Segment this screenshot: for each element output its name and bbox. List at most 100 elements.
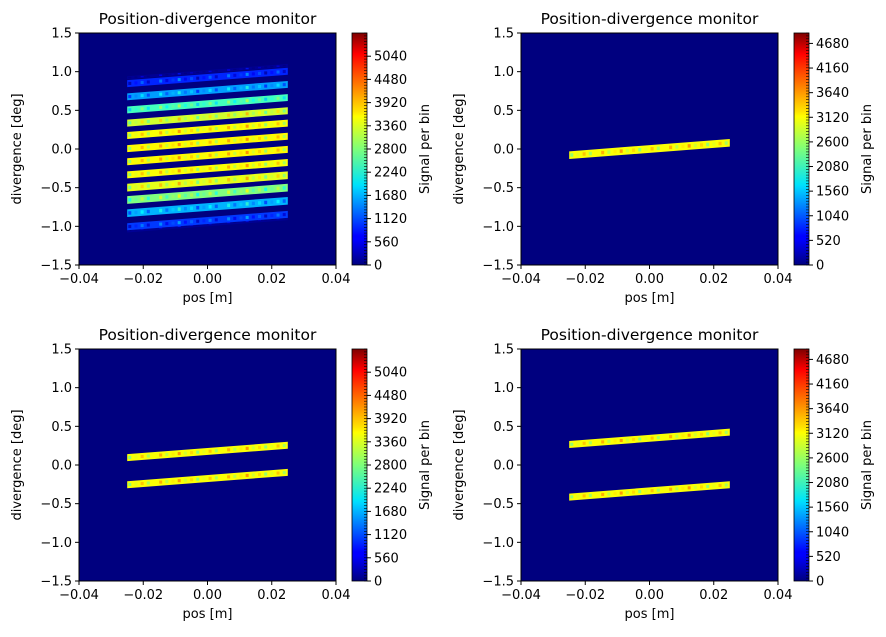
band-speckle <box>165 92 169 96</box>
colorbar-tick-label: 3640 <box>816 86 849 101</box>
band-speckle <box>177 479 181 483</box>
band-speckle <box>233 165 237 169</box>
band-speckle <box>233 177 237 182</box>
band-speckle <box>582 494 586 498</box>
band-speckle <box>227 178 231 182</box>
band-speckle <box>270 65 274 68</box>
band-speckle <box>183 117 187 121</box>
band-speckle <box>208 476 212 480</box>
band-speckle <box>613 439 617 443</box>
band-speckle <box>146 184 150 188</box>
band-speckle <box>183 103 187 107</box>
x-tick-label: −0.04 <box>59 272 99 287</box>
band-speckle <box>576 442 580 446</box>
band-speckle <box>625 438 629 442</box>
band-speckle <box>276 96 280 100</box>
band-speckle <box>214 218 218 222</box>
band-speckle <box>239 177 243 181</box>
band-speckle <box>270 70 274 75</box>
colorbar-tick-label: 4480 <box>374 389 407 404</box>
chart-title: Position-divergence monitor <box>99 10 317 28</box>
chart-title: Position-divergence monitor <box>99 326 317 344</box>
band-speckle <box>632 490 636 494</box>
band-speckle <box>208 140 212 144</box>
band-speckle <box>183 220 187 224</box>
band-speckle <box>276 65 280 67</box>
colorbar-tick-label: 3120 <box>816 111 849 126</box>
band-speckle <box>183 142 187 146</box>
band-speckle <box>220 165 224 170</box>
y-tick-label: −1.0 <box>40 220 72 235</box>
colorbar: 5040 4480 3920 3360 2800 2240 1680 1120 560 0 Sign… <box>351 32 433 274</box>
x-tick-label: 0.00 <box>193 588 222 603</box>
band-speckle <box>220 152 224 156</box>
band-speckle <box>282 134 286 139</box>
y-tick-label: 1.0 <box>51 65 72 80</box>
y-tick-label: 1.5 <box>493 343 514 358</box>
band-speckle <box>214 88 218 92</box>
band-speckle <box>159 453 163 457</box>
band-speckle <box>270 110 274 114</box>
band-speckle <box>245 150 249 155</box>
band-speckle <box>140 454 144 459</box>
band-speckle <box>202 76 206 80</box>
band-speckle <box>258 163 262 167</box>
band-speckle <box>128 211 132 215</box>
band-speckle <box>140 75 144 78</box>
colorbar-tick-label: 520 <box>816 234 841 249</box>
band-speckle <box>282 83 286 87</box>
band-speckle <box>140 145 144 149</box>
band-speckle <box>258 123 262 127</box>
band-speckle <box>165 480 169 484</box>
band-speckle <box>239 216 243 220</box>
band-speckle <box>214 75 218 79</box>
band-speckle <box>183 129 187 133</box>
y-tick-label: −1.0 <box>482 536 514 551</box>
band-speckle <box>245 72 249 76</box>
band-speckle <box>264 200 268 205</box>
y-axis-label: divergence [deg] <box>10 409 25 520</box>
band-speckle <box>227 113 231 117</box>
band-speckle <box>276 186 280 191</box>
band-speckle <box>276 161 280 165</box>
band-speckle <box>644 436 648 441</box>
band-speckle <box>282 161 286 165</box>
band-speckle <box>233 125 237 129</box>
y-tick-label: −0.5 <box>482 497 514 512</box>
band-speckle <box>165 195 169 199</box>
band-speckle <box>594 493 598 497</box>
band-speckle <box>264 175 268 179</box>
band-speckle <box>724 141 728 145</box>
band-speckle <box>159 195 163 200</box>
band-speckle <box>202 205 206 209</box>
x-tick-label: 0.02 <box>699 272 728 287</box>
band-speckle <box>159 92 163 96</box>
colorbar: 4680 4160 3640 3120 2600 2080 1560 1040 520 0 Sign… <box>793 348 875 590</box>
x-axis-label: pos [m] <box>625 607 675 622</box>
band-speckle <box>251 215 255 219</box>
band-speckle <box>681 486 685 490</box>
band-speckle <box>152 183 156 188</box>
band-speckle <box>152 209 156 213</box>
band-speckle <box>220 87 224 91</box>
colorbar-tick-label: 4480 <box>374 73 407 88</box>
band-speckle <box>202 127 206 132</box>
band-speckle <box>202 89 206 93</box>
band-speckle <box>662 146 666 150</box>
band-speckle <box>152 481 156 485</box>
band-speckle <box>594 151 598 155</box>
band-speckle <box>258 175 262 180</box>
y-tick-label: 1.0 <box>51 381 72 396</box>
band-speckle <box>276 199 280 204</box>
band-speckle <box>276 213 280 217</box>
band-speckle <box>134 76 138 78</box>
band-speckle <box>251 111 255 115</box>
band-speckle <box>196 154 200 158</box>
band-speckle <box>183 77 187 81</box>
band-speckle <box>214 166 218 170</box>
band-speckle <box>128 185 132 190</box>
band-speckle <box>251 72 255 76</box>
band-speckle <box>258 149 262 154</box>
band-speckle <box>644 147 648 151</box>
